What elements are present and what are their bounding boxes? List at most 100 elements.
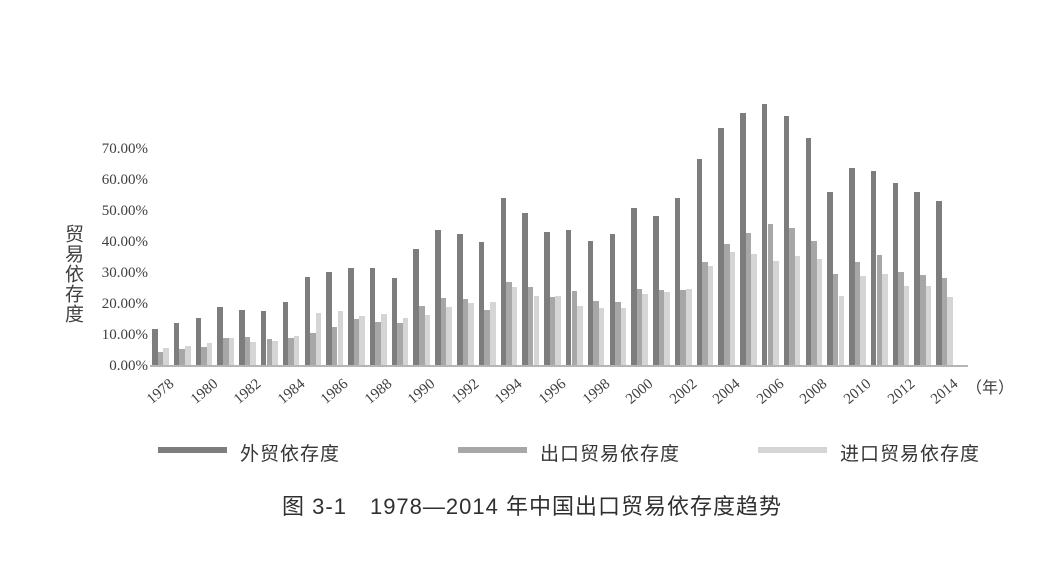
bar-2008-series2 bbox=[811, 241, 817, 366]
x-tick-label: 1994 bbox=[492, 376, 526, 408]
bar-1994-series1 bbox=[500, 198, 507, 366]
bar-1981-series2 bbox=[223, 338, 229, 366]
x-tick-label: 1988 bbox=[361, 376, 395, 408]
bar-1978-series2 bbox=[157, 352, 164, 366]
bar-1987-series1 bbox=[348, 268, 354, 366]
x-tick-label: 2002 bbox=[666, 376, 700, 408]
legend-label-series2: 出口贸易依存度 bbox=[540, 444, 681, 465]
bar-2001-series3 bbox=[664, 292, 670, 366]
bar-2008-series1 bbox=[805, 138, 812, 366]
bar-2014-series2 bbox=[941, 278, 948, 366]
bar-1978-series1 bbox=[152, 329, 158, 366]
legend-label-series3: 进口贸易依存度 bbox=[840, 444, 981, 465]
bar-2011-series2 bbox=[876, 255, 883, 366]
bar-1983-series2 bbox=[266, 339, 273, 366]
bar-1989-series3 bbox=[402, 318, 409, 366]
x-tick-label: 1982 bbox=[231, 376, 265, 408]
y-tick-label: 10.00% bbox=[101, 327, 148, 343]
bar-1982-series2 bbox=[244, 337, 251, 366]
bar-1979-series1 bbox=[173, 323, 180, 366]
bar-1988-series1 bbox=[369, 268, 376, 366]
bar-2007-series3 bbox=[794, 256, 801, 366]
bar-1987-series2 bbox=[353, 319, 360, 366]
bar-1990-series3 bbox=[424, 315, 431, 366]
y-tick-label: 0.00% bbox=[109, 358, 148, 374]
bar-1980-series3 bbox=[206, 343, 213, 366]
bar-2013-series1 bbox=[914, 192, 920, 366]
bar-1994-series2 bbox=[506, 282, 512, 366]
bar-1992-series2 bbox=[462, 299, 469, 366]
x-tick-label: 1996 bbox=[536, 376, 570, 408]
figure-caption: 图 3-1 1978—2014 年中国出口贸易依存度趋势 bbox=[282, 494, 782, 519]
bar-1993-series3 bbox=[490, 302, 496, 366]
bar-1981-series3 bbox=[228, 338, 235, 366]
y-tick-label: 70.00% bbox=[101, 141, 148, 157]
bar-1995-series1 bbox=[522, 213, 528, 366]
bar-2009-series2 bbox=[832, 274, 839, 366]
x-tick-label: 1980 bbox=[187, 376, 221, 408]
y-tick-label: 20.00% bbox=[101, 296, 148, 312]
bar-2003-series1 bbox=[696, 159, 703, 366]
x-tick-label: 1990 bbox=[405, 376, 439, 408]
bar-1983-series3 bbox=[272, 341, 278, 366]
bar-2011-series1 bbox=[870, 171, 877, 366]
bar-2002-series2 bbox=[680, 290, 686, 366]
bar-1983-series1 bbox=[260, 311, 267, 366]
x-tick-label: 2010 bbox=[841, 376, 875, 408]
bar-1986-series3 bbox=[337, 311, 344, 366]
bar-2000-series2 bbox=[636, 289, 643, 366]
bar-2010-series2 bbox=[854, 262, 861, 366]
bar-1996-series3 bbox=[555, 296, 561, 366]
bar-2007-series2 bbox=[789, 228, 795, 366]
bar-1991-series2 bbox=[440, 298, 447, 366]
bar-2000-series3 bbox=[642, 294, 648, 366]
bar-1994-series3 bbox=[511, 287, 518, 366]
bar-2000-series1 bbox=[631, 208, 637, 366]
bar-1991-series1 bbox=[435, 230, 441, 366]
bar-1998-series1 bbox=[587, 241, 594, 366]
bar-2006-series3 bbox=[773, 261, 779, 366]
bar-1998-series2 bbox=[593, 301, 599, 366]
bar-2014-series3 bbox=[947, 297, 953, 366]
bar-1995-series3 bbox=[533, 296, 540, 366]
bar-1999-series2 bbox=[615, 302, 621, 366]
x-tick-label: 1998 bbox=[579, 376, 613, 408]
bar-1978-series3 bbox=[163, 348, 169, 366]
x-axis-unit-label: （年） bbox=[966, 380, 1015, 397]
bar-1985-series3 bbox=[315, 313, 322, 366]
legend-swatch-series3 bbox=[758, 447, 827, 453]
bar-2004-series3 bbox=[729, 252, 736, 366]
x-tick-label: 2008 bbox=[797, 376, 831, 408]
bar-1980-series1 bbox=[195, 318, 202, 366]
bar-1982-series3 bbox=[250, 342, 256, 366]
bar-2010-series1 bbox=[849, 168, 855, 366]
bar-2007-series1 bbox=[783, 116, 790, 366]
bar-2004-series1 bbox=[718, 128, 724, 366]
bar-1985-series2 bbox=[310, 333, 316, 366]
y-tick-label: 30.00% bbox=[101, 265, 148, 281]
bar-1984-series3 bbox=[293, 336, 300, 366]
bar-1993-series2 bbox=[484, 310, 490, 366]
bar-2004-series2 bbox=[724, 244, 730, 366]
bar-1988-series3 bbox=[381, 314, 387, 366]
bar-1984-series1 bbox=[282, 302, 289, 366]
y-tick-label: 40.00% bbox=[101, 234, 148, 250]
bar-2005-series1 bbox=[740, 113, 746, 366]
x-tick-label: 1992 bbox=[448, 376, 483, 408]
x-tick-label: 1978 bbox=[143, 376, 178, 408]
bar-1997-series3 bbox=[577, 306, 583, 366]
x-tick-label: 2012 bbox=[884, 376, 918, 408]
legend-label-series1: 外贸依存度 bbox=[240, 444, 341, 465]
bar-1993-series1 bbox=[478, 242, 485, 366]
bar-2001-series2 bbox=[658, 290, 665, 366]
bar-1989-series1 bbox=[391, 278, 398, 366]
bar-2012-series1 bbox=[892, 183, 899, 366]
bar-2005-series3 bbox=[751, 254, 757, 366]
bar-1990-series1 bbox=[413, 249, 419, 366]
x-tick-label: 2014 bbox=[928, 376, 962, 408]
bar-2011-series3 bbox=[882, 274, 888, 366]
bar-2006-series2 bbox=[767, 224, 774, 366]
bar-2012-series3 bbox=[903, 286, 910, 366]
bar-1991-series3 bbox=[446, 307, 452, 366]
